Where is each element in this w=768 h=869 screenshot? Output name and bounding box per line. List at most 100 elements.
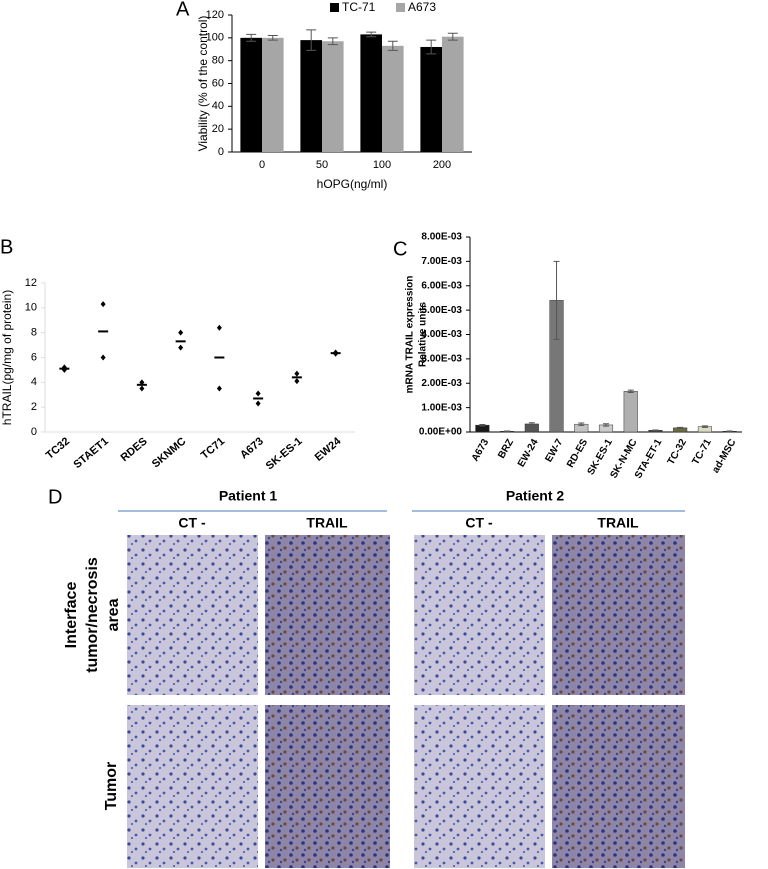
y-tick-label: 2 [31,401,37,413]
x-tick-label: EW24 [313,435,344,464]
bar [420,46,442,152]
x-tick-label: SK-ES-1 [264,435,305,472]
y-tick-label: 12 [25,277,37,289]
y-tick-label: 6.00E-03 [421,280,462,291]
micrograph [265,535,390,695]
panel-label: A [176,0,190,20]
micrograph [127,535,258,695]
error-bar [447,32,458,41]
x-tick-label: TC71 [199,435,227,461]
y-tick-label: 60 [212,77,224,89]
y-axis-label: hTRAIL(pg/mg of protein) [0,290,14,425]
y-axis-label: Viability (% of the control) [196,16,210,152]
row-label: Tumor [103,762,120,811]
data-point [255,400,261,407]
x-tick-label: TC-32 [666,437,690,467]
y-tick-label: 120 [206,9,224,21]
x-tick-label: 0 [259,159,265,171]
legend-label: A673 [408,0,436,14]
micrograph [552,705,685,868]
y-tick-label: 8.00E-03 [421,232,462,243]
y-axis-label: mRNA TRAIL expression [405,276,416,394]
row-label: tumor/necrosis [84,557,101,673]
condition-label: TRAIL [597,515,639,531]
data-point [216,385,222,392]
x-tick-label: 100 [373,159,391,171]
condition-label: CT - [178,515,206,531]
bar [322,41,344,153]
row-label: area [105,598,122,631]
bar [360,34,382,152]
error-bar [677,426,684,429]
micrograph [127,705,258,868]
data-point [178,329,184,336]
y-tick-label: 3.00E-03 [421,354,462,365]
x-tick-label: A673 [470,437,492,464]
micrograph [265,705,390,868]
y-tick-label: 10 [25,302,37,314]
panel-label: C [393,238,407,260]
data-point [294,378,300,385]
x-tick-label: RDES [119,435,150,464]
y-tick-label: 4 [31,376,37,388]
error-bar [578,422,585,426]
error-bar [701,425,708,428]
y-tick-label: 7.00E-03 [421,256,462,267]
x-tick-label: BRZ [496,437,516,460]
row-label: Interface [63,582,80,649]
y-tick-label: 0 [218,146,224,158]
patient-label: Patient 2 [506,488,565,504]
error-bar [426,39,437,55]
data-point [139,385,145,392]
x-tick-label: TC-71 [690,437,714,467]
x-tick-label: EW-7 [543,437,565,464]
y-tick-label: 5.00E-03 [421,305,462,316]
y-tick-label: 20 [212,123,224,135]
panel-label: D [48,486,62,508]
y-tick-label: 100 [206,32,224,44]
error-bar [528,422,535,426]
panel-label: B [0,236,13,258]
x-tick-label: 50 [316,159,328,171]
error-bar [366,31,377,38]
x-tick-label: TC32 [44,435,72,461]
condition-label: TRAIL [306,515,348,531]
micrograph [552,535,685,695]
data-point [216,324,222,331]
x-tick-label: STAET1 [72,435,111,471]
y-tick-label: 4.00E-03 [421,329,462,340]
bar [382,45,404,153]
y-tick-label: 8 [31,327,37,339]
x-tick-label: RD-ES [565,437,590,470]
data-point [294,370,300,377]
x-tick-label: 200 [433,159,451,171]
micrograph [414,705,545,868]
error-bar [306,29,317,51]
legend-swatch [330,3,339,12]
error-bar [479,423,486,427]
error-bar [553,260,560,340]
error-bar [327,37,338,46]
y-tick-label: 0 [31,426,37,438]
patient-label: Patient 1 [219,488,278,504]
data-point [178,344,184,351]
y-tick-label: 6 [31,351,37,363]
y-tick-label: 1.00E-03 [421,402,462,413]
condition-label: CT - [465,515,493,531]
x-tick-label: SKNMC [150,435,189,470]
legend-swatch [396,3,405,12]
bar [623,391,638,433]
bar [300,40,322,152]
y-tick-label: 2.00E-03 [421,378,462,389]
y-tick-label: 40 [212,100,224,112]
panel-d: D Patient 1 Patient 2 CT - TRAIL CT - TR… [48,486,685,868]
data-point [100,301,106,308]
bar [262,37,284,153]
x-tick-label: EW-24 [516,437,541,469]
bar [240,37,262,153]
x-tick-label: A673 [238,435,266,461]
x-axis-label: hOPG(ng/ml) [317,177,388,191]
data-point [255,390,261,397]
error-bar [267,35,278,41]
